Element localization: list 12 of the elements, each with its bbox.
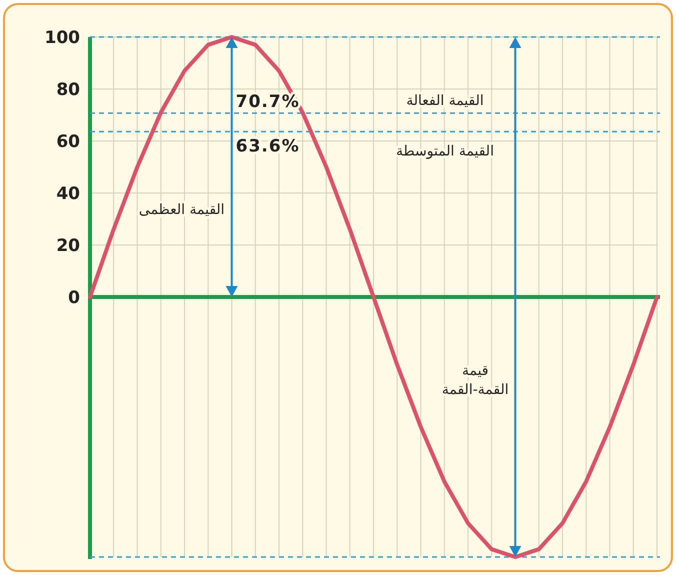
y-tick-label: 80	[56, 80, 80, 100]
y-tick-label: 100	[44, 28, 80, 48]
ref-line-label: 63.6%	[236, 136, 300, 157]
y-tick-label: 20	[56, 236, 80, 256]
annotation: القيمة الفعالة	[406, 93, 484, 110]
annotation: القيمة العظمى	[138, 202, 225, 218]
y-tick-label: 40	[56, 184, 80, 204]
annotation: القيمة المتوسطة	[396, 144, 494, 160]
annotation: قيمة القمة-القمة	[442, 363, 509, 398]
y-tick-label: 0	[68, 288, 80, 308]
line-series	[88, 35, 659, 559]
y-tick-label: 60	[56, 132, 80, 152]
